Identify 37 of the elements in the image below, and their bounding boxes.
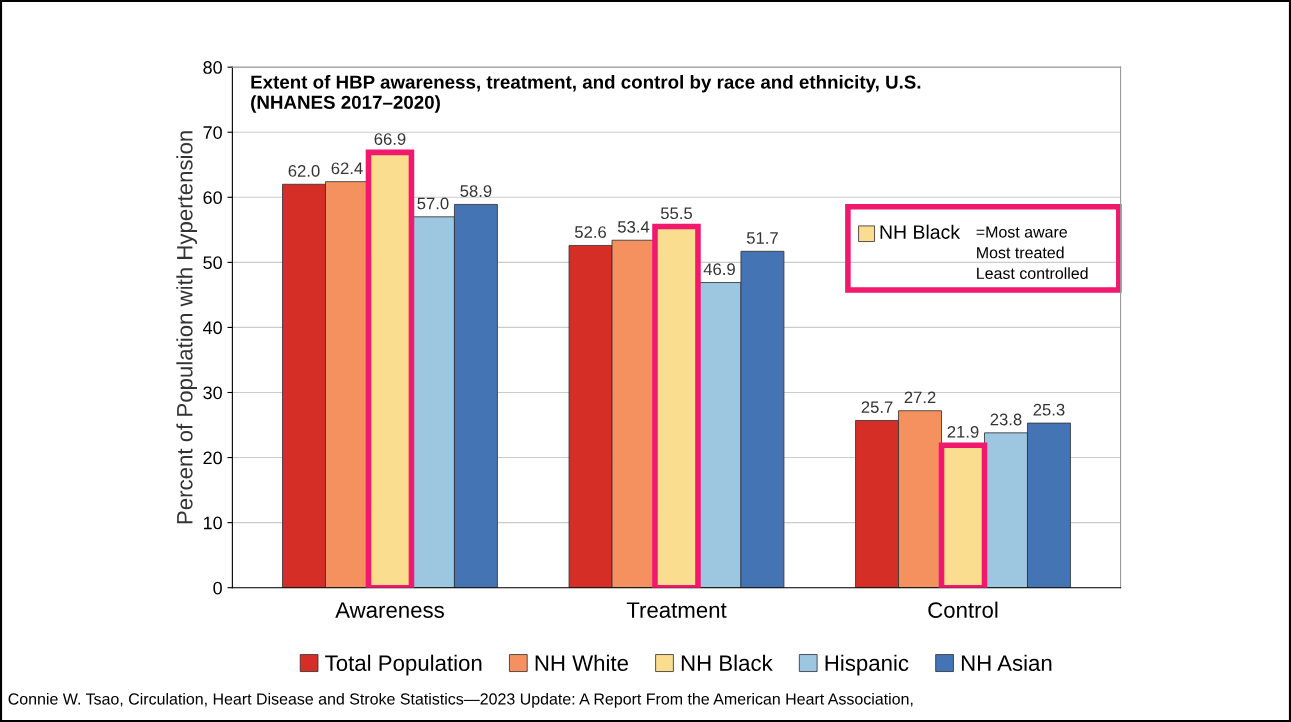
x-tick-label: Control (928, 601, 998, 618)
y-tick-label: 50 (203, 256, 222, 270)
y-axis-title: Percent of Population with Hypertension (176, 131, 198, 524)
data-label: 57.0 (417, 197, 449, 210)
data-label: 27.2 (904, 391, 936, 404)
annotation: =Most aware Most treated Least controlled (976, 226, 1088, 279)
legend-label: Hispanic (825, 654, 909, 676)
text: Extent of HBP awareness, treatment, and control by race and ethnicity, U.S. (NHANES 2017–2020) (251, 74, 921, 113)
y-tick-label: 40 (202, 321, 222, 335)
data-label: 55.5 (660, 207, 693, 220)
data-label: 25.7 (861, 401, 893, 414)
data-label: 66.9 (374, 133, 406, 145)
legend-label: Total Population (325, 654, 482, 676)
legend-label: NH Asian (961, 654, 1052, 671)
y-tick-label: 60 (203, 191, 222, 205)
y-tick-label: 20 (203, 451, 222, 465)
annotation: NH Black (880, 224, 961, 239)
data-label: 51.7 (746, 232, 778, 244)
data-label: 62.0 (288, 165, 320, 177)
legend-label: NH Black (681, 654, 773, 671)
y-tick-label: 10 (203, 516, 222, 530)
x-tick-label: Treatment (626, 602, 727, 618)
data-label: 53.4 (617, 220, 650, 233)
legend-label: NH White (535, 654, 628, 671)
text: Connie W. Tsao, Circulation, Heart Disease and Stroke Statistics—2023 Update: A Report From the American Heart Association, (8, 692, 913, 708)
data-label: 21.9 (947, 425, 979, 438)
y-tick-label: 0 (213, 581, 222, 595)
data-label: 52.6 (574, 226, 607, 238)
x-tick-label: Awareness (335, 602, 444, 618)
data-label: 46.9 (703, 263, 735, 276)
data-label: 62.4 (331, 162, 363, 175)
data-label: 23.8 (990, 413, 1022, 426)
y-tick-label: 70 (203, 126, 222, 139)
data-label: 58.9 (460, 185, 492, 197)
y-tick-label: 80 (203, 61, 222, 74)
data-label: 25.3 (1033, 403, 1065, 416)
y-tick-label: 30 (203, 386, 222, 400)
